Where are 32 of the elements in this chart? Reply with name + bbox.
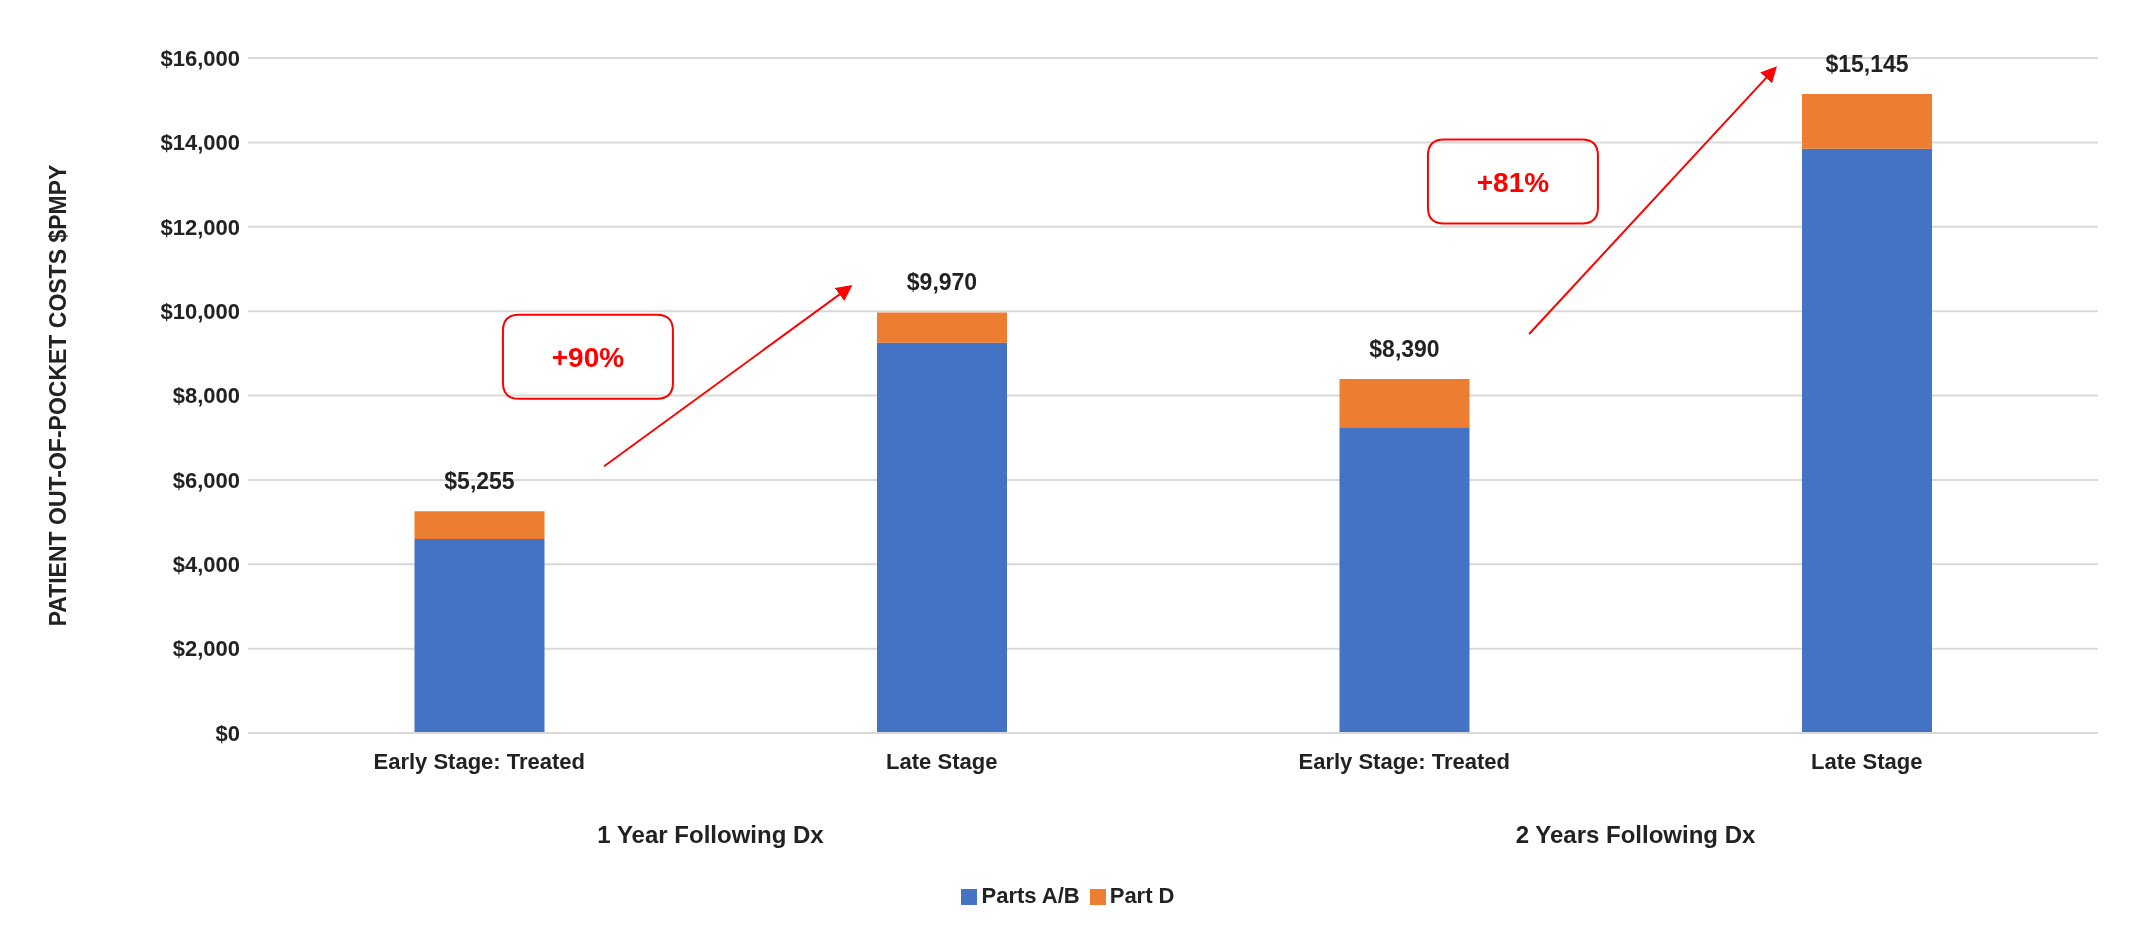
bar — [414, 538, 545, 733]
total-label: $15,145 — [1825, 51, 1909, 78]
bar — [1339, 379, 1470, 428]
bar — [1339, 427, 1470, 733]
total-label: $8,390 — [1369, 336, 1440, 363]
total-label: $9,970 — [906, 269, 978, 296]
y-tick-label: $10,000 — [160, 298, 240, 324]
y-tick-label: $8,000 — [172, 383, 240, 409]
y-tick-label: $6,000 — [172, 467, 240, 493]
bar — [1802, 94, 1932, 149]
x-tick-label: Late Stage — [1811, 748, 1923, 774]
y-tick-label: $16,000 — [160, 45, 240, 71]
y-tick-label: $14,000 — [160, 130, 240, 156]
y-tick-label: $4,000 — [172, 552, 240, 578]
text: 2 Years Following Dx — [1515, 821, 1756, 848]
bar — [877, 342, 1007, 733]
y-tick-label: $12,000 — [160, 214, 240, 240]
total-label: $5,255 — [444, 468, 515, 495]
legend-label: Part D — [1109, 883, 1175, 908]
annotation: +90% — [551, 341, 625, 373]
annotation: +81% — [1476, 166, 1550, 198]
y-axis-title: PATIENT OUT-OF-POCKET COSTS $PMPY — [45, 164, 72, 627]
x-tick-label: Early Stage: Treated — [1298, 748, 1511, 774]
y-tick-label: $0 — [215, 720, 240, 746]
text: 1 Year Following Dx — [597, 821, 825, 848]
x-tick-label: Late Stage — [886, 748, 998, 774]
legend-label: Parts A/B — [981, 883, 1080, 908]
bar — [877, 312, 1007, 343]
y-tick-label: $2,000 — [172, 636, 240, 662]
bar — [414, 511, 545, 539]
x-tick-label: Early Stage: Treated — [373, 748, 586, 774]
bar — [1802, 148, 1932, 733]
